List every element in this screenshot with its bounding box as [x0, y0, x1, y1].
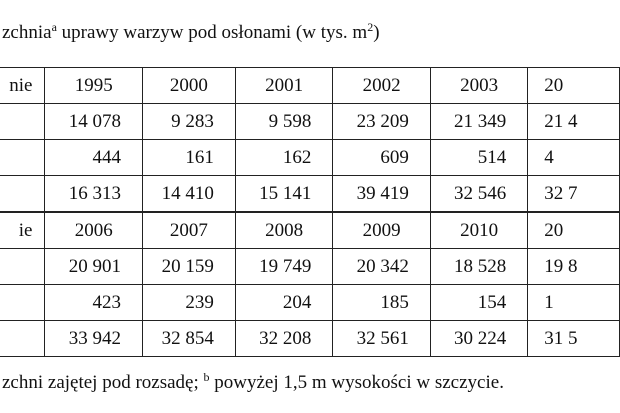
header-cell: 20 — [527, 211, 620, 249]
table-cell: 204 — [234, 284, 334, 321]
table-cell: 514 — [429, 139, 529, 176]
table-cell: 21 349 — [429, 103, 529, 140]
table-cell: 154 — [429, 284, 529, 321]
table-cell: 20 901 — [44, 248, 143, 285]
data-table: nie 1995 2000 2001 2002 2003 20 14 078 9 283 9 59… — [0, 67, 620, 357]
table-cell: 33 942 — [44, 320, 143, 357]
header-cell: 2006 — [44, 211, 143, 249]
header-cell: 2003 — [429, 67, 529, 104]
header-cell: 2001 — [234, 67, 334, 104]
table-cell: 4 — [527, 139, 620, 176]
table-cell: 14 078 — [44, 103, 143, 140]
title-text: ) — [373, 22, 380, 43]
footnote-sup: b — [203, 370, 210, 384]
table-cell: 19 749 — [234, 248, 334, 285]
table-cell: 161 — [141, 139, 236, 176]
title-sup: a — [51, 20, 57, 34]
header-cell: 2008 — [234, 211, 334, 249]
table-cell: 32 208 — [234, 320, 334, 357]
table-row: 423 239 204 185 154 1 — [0, 284, 620, 321]
title-text: uprawy warzyw pod osłonami (w tys. m — [56, 22, 368, 43]
table-cell — [0, 139, 46, 176]
table-cell: 23 209 — [332, 103, 431, 140]
table-cell: 423 — [44, 284, 143, 321]
footnote-text: zchni zajętej pod rozsadę; — [2, 372, 204, 393]
table-row: 444 161 162 609 514 4 — [0, 139, 620, 176]
header-cell: 1995 — [44, 67, 143, 104]
table-cell — [0, 248, 46, 285]
table-row: ie 2006 2007 2008 2009 2010 20 — [0, 211, 620, 249]
table-cell — [0, 320, 46, 357]
table-row: 16 313 14 410 15 141 39 419 32 546 32 7 — [0, 175, 620, 213]
table-cell: 16 313 — [44, 175, 143, 213]
table-cell: 15 141 — [234, 175, 334, 213]
footnote-text: powyżej 1,5 m wysokości w szczycie. — [209, 372, 504, 393]
table-cell: 18 528 — [429, 248, 529, 285]
table-cell — [0, 103, 46, 140]
table-cell: 32 546 — [429, 175, 529, 213]
table-cell: 30 224 — [429, 320, 529, 357]
table-cell: 185 — [332, 284, 431, 321]
header-cell: 2002 — [332, 67, 431, 104]
header-cell: 2010 — [429, 211, 529, 249]
table-cell: 239 — [141, 284, 236, 321]
table-row: 33 942 32 854 32 208 32 561 30 224 31 5 — [0, 320, 620, 357]
table-cell: 21 4 — [527, 103, 620, 140]
table-cell: 609 — [332, 139, 431, 176]
title: zchniaa uprawy warzyw pod osłonami (w ty… — [2, 20, 380, 44]
table-cell: 20 342 — [332, 248, 431, 285]
table-cell: 31 5 — [527, 320, 620, 357]
table-cell: 32 561 — [332, 320, 431, 357]
table-cell: 20 159 — [141, 248, 236, 285]
table-cell: 1 — [527, 284, 620, 321]
table-cell — [0, 175, 46, 213]
table-cell: 39 419 — [332, 175, 431, 213]
table-cell: 14 410 — [141, 175, 236, 213]
table-cell: 444 — [44, 139, 143, 176]
header-cell: 2007 — [141, 211, 236, 249]
table-cell: 162 — [234, 139, 334, 176]
table-cell: 32 854 — [141, 320, 236, 357]
table-cell — [0, 284, 46, 321]
table-row: 20 901 20 159 19 749 20 342 18 528 19 8 — [0, 248, 620, 285]
header-cell: 2000 — [141, 67, 236, 104]
footnote: zchni zajętej pod rozsadę; b powyżej 1,5… — [2, 370, 504, 394]
table-cell: 9 598 — [234, 103, 334, 140]
header-cell: ie — [0, 211, 46, 249]
header-cell: nie — [0, 67, 46, 104]
table-row: nie 1995 2000 2001 2002 2003 20 — [0, 67, 620, 104]
title-text: zchnia — [2, 22, 52, 43]
table-cell: 32 7 — [527, 175, 620, 213]
header-cell: 20 — [527, 67, 620, 104]
table-cell: 19 8 — [527, 248, 620, 285]
title-sup: 2 — [367, 20, 374, 34]
header-cell: 2009 — [332, 211, 431, 249]
table-row: 14 078 9 283 9 598 23 209 21 349 21 4 — [0, 103, 620, 140]
table-cell: 9 283 — [141, 103, 236, 140]
